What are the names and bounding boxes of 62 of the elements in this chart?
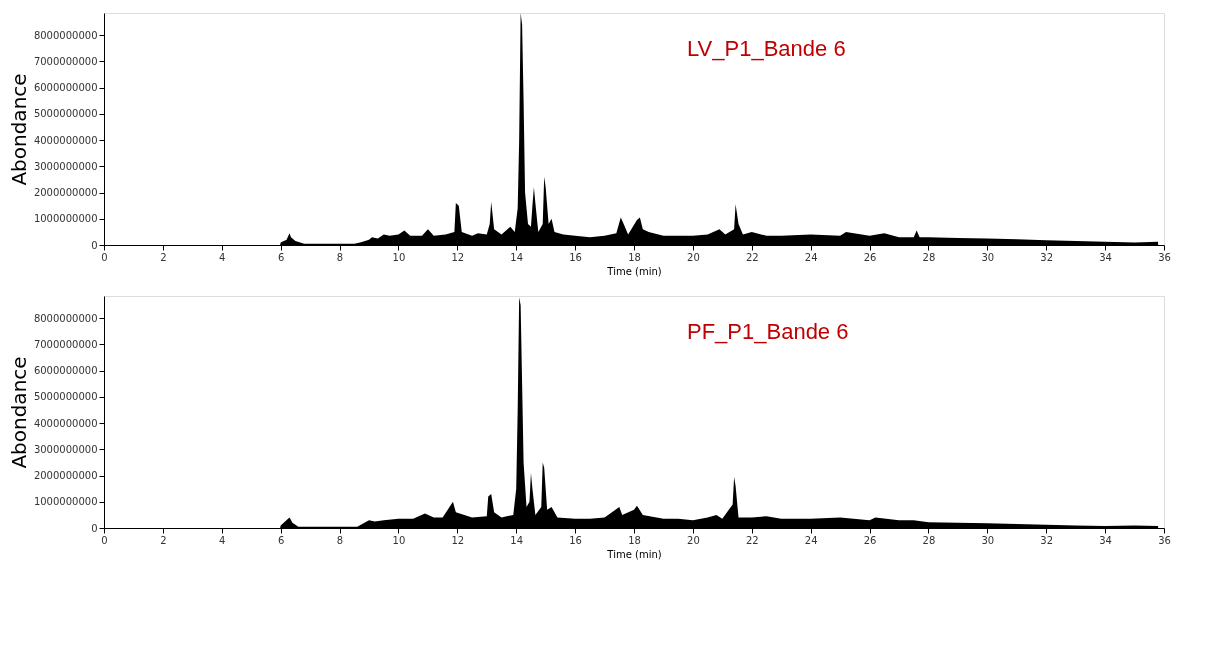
x-tick-label: 16 [569,251,582,263]
y-tick-label: 3000000000 [33,443,98,455]
x-tick-label: 4 [219,534,226,546]
x-tick-label: 12 [451,251,465,263]
x-tick-label: 18 [628,251,641,263]
y-tick-label: 0 [91,522,98,534]
x-tick-label: 14 [510,534,524,546]
x-tick-label: 26 [863,251,877,263]
x-tick-label: 8 [336,251,344,263]
x-tick-label: 28 [922,251,936,263]
y-tick-label: 4000000000 [33,417,98,429]
x-tick-label: 24 [804,251,818,263]
x-tick-label: 24 [804,534,818,546]
x-tick-label: 0 [101,251,108,263]
y-tick-label: 2000000000 [33,470,98,482]
x-tick-label: 2 [160,251,167,263]
annotation: PF_P1_Bande 6 [687,319,849,344]
y-tick-label: 6000000000 [33,365,98,377]
y-tick-label: 1000000000 [33,496,98,508]
x-tick-label: 6 [277,534,285,546]
x-tick-label: 10 [392,251,406,263]
x-tick-label: 20 [687,251,700,263]
x-tick-label: 34 [1099,251,1112,263]
y-axis-title: Abondance [6,356,31,469]
y-tick-label: 5000000000 [33,108,98,120]
y-tick-label: 1000000000 [33,213,98,225]
y-tick-label: 4000000000 [33,134,98,146]
y-tick-label: 8000000000 [33,312,98,324]
x-tick-label: 22 [745,251,759,263]
y-tick-label: 7000000000 [33,56,98,67]
annotation: LV_P1_Bande 6 [687,36,846,61]
y-tick-label: 7000000000 [33,339,98,350]
x-tick-label: 28 [922,534,936,546]
x-tick-label: 6 [277,251,285,263]
x-tick-label: 10 [392,534,406,546]
x-tick-label: 36 [1158,251,1171,263]
x-tick-label: 22 [745,534,759,546]
x-tick-label: 2 [160,534,167,546]
x-tick-label: 30 [981,251,995,263]
y-tick-label: 8000000000 [33,29,98,41]
y-tick-label: 0 [91,239,98,251]
x-tick-label: 36 [1158,534,1171,546]
x-tick-label: 12 [451,534,465,546]
x-tick-label: 0 [101,534,108,546]
x-tick-label: 20 [687,534,700,546]
y-tick-label: 3000000000 [33,160,98,172]
x-tick-label: 26 [863,534,877,546]
x-axis-title: Time (min) [606,265,662,277]
x-tick-label: 8 [336,534,344,546]
y-tick-label: 2000000000 [33,187,98,199]
y-tick-label: 5000000000 [33,391,98,403]
x-tick-label: 32 [1040,251,1054,263]
x-tick-label: 32 [1040,534,1054,546]
x-tick-label: 16 [569,534,582,546]
x-tick-label: 34 [1099,534,1112,546]
x-tick-label: 4 [219,251,226,263]
x-tick-label: 30 [981,534,995,546]
x-tick-label: 14 [510,251,524,263]
x-axis-title: Time (min) [606,548,662,560]
y-axis-title: Abondance [6,73,31,186]
y-tick-label: 6000000000 [33,82,98,94]
x-tick-label: 18 [628,534,641,546]
